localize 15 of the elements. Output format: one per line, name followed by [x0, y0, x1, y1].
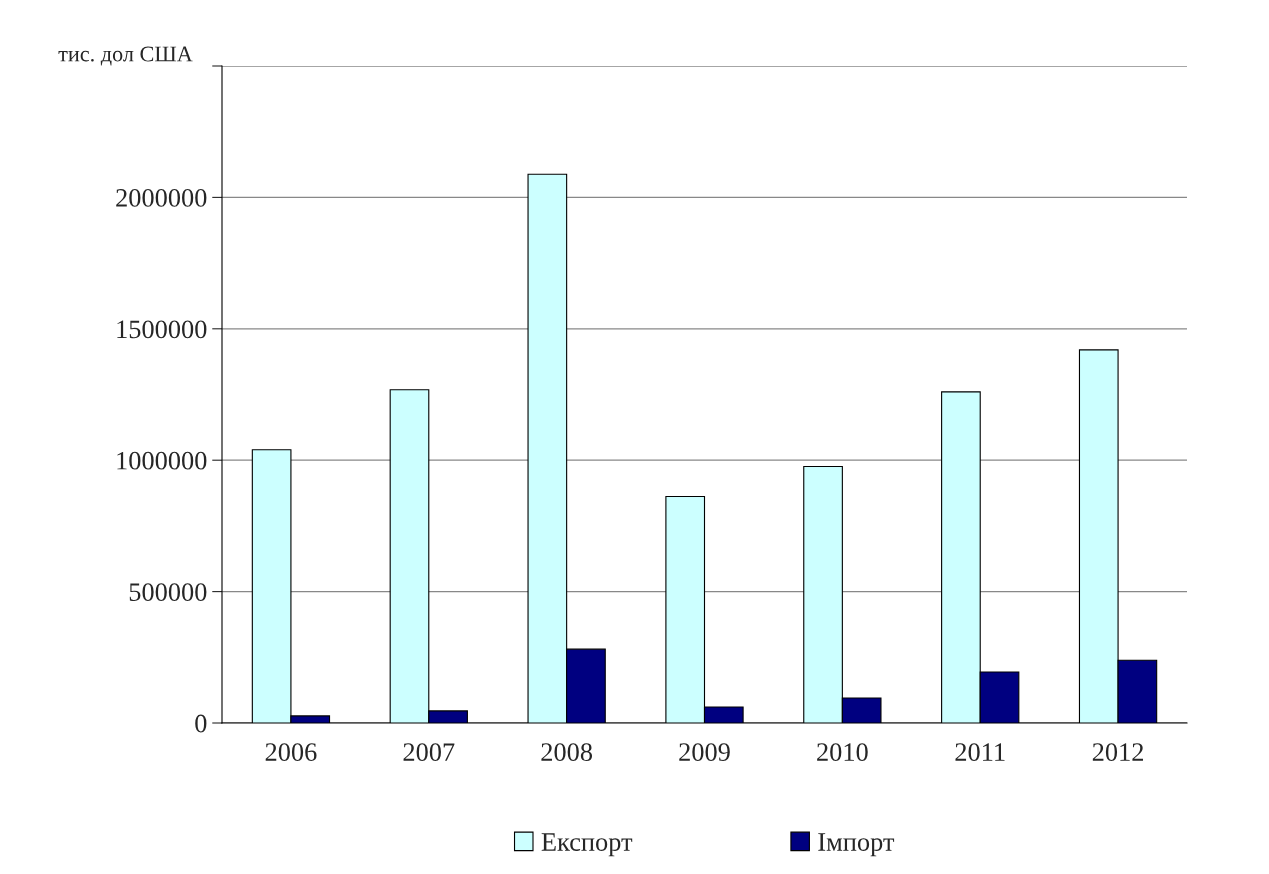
y-tick-label: 1000000 [117, 451, 207, 470]
x-tick-label: 2012 [1092, 743, 1143, 762]
legend-label: Імпорт [818, 833, 895, 857]
x-tick-label: 2011 [955, 743, 1005, 762]
x-tick-label: 2009 [679, 743, 730, 762]
x-tick-label: 2010 [817, 743, 868, 762]
y-tick-label: 1500000 [117, 320, 207, 339]
x-tick-label: 2008 [541, 743, 593, 762]
x-tick-label: 2006 [265, 743, 317, 762]
legend-label: Експорт [541, 833, 633, 857]
y-tick-label: 0 [195, 714, 207, 733]
y-tick-label: 500000 [129, 583, 207, 602]
x-tick-label: 2007 [403, 743, 455, 762]
y-axis-title: тис. дол США [58, 46, 193, 66]
y-tick-label: 2000000 [116, 189, 207, 207]
